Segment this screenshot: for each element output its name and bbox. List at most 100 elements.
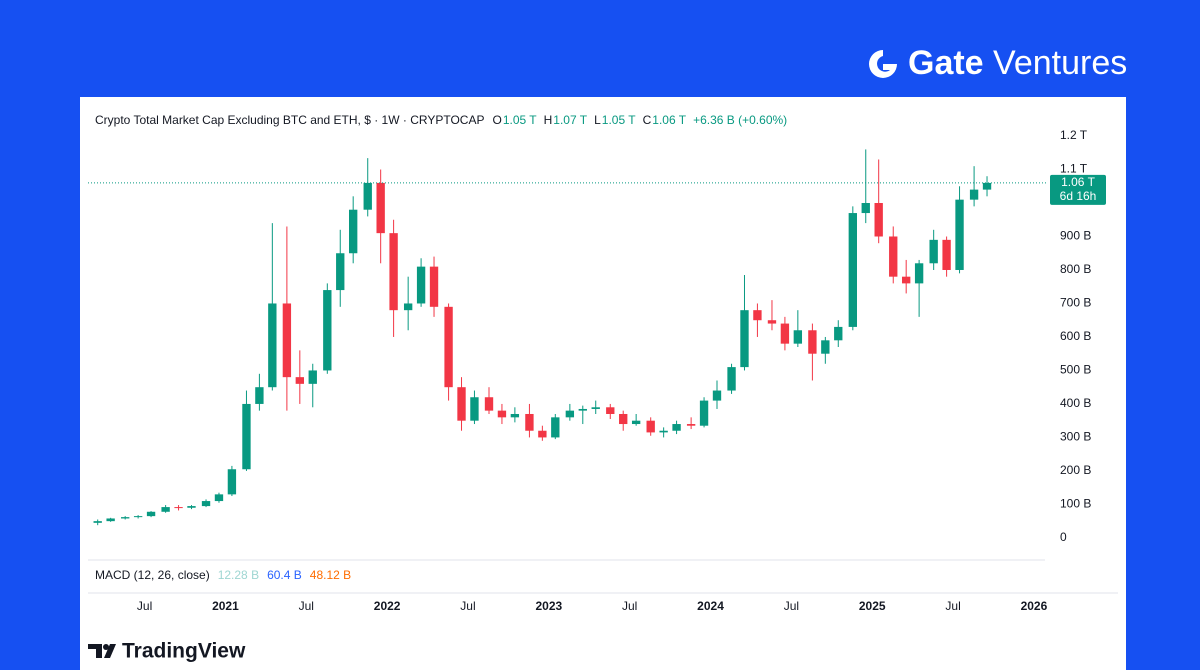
candle-body [187,506,196,508]
ohlc-value: 1.05 T [503,113,537,127]
candle-body [538,430,547,438]
candle-body [982,182,992,190]
indicator-value: 48.12 B [310,568,351,582]
y-tick-label: 0 [1060,530,1067,544]
candle-body [227,469,237,495]
candle-body [255,387,264,404]
brand-suffix: Ventures [993,44,1128,82]
candle-body [336,253,345,291]
candle-body [861,203,870,214]
chart-panel [80,97,1126,670]
candle-body [308,370,317,384]
candle-body [591,407,600,409]
price-tag [1050,174,1106,205]
x-tick-label: 2025 [859,599,886,613]
x-tick-label: 2022 [374,599,401,613]
candle-body [349,209,358,254]
ohlc-value: 1.06 T [652,113,686,127]
ohlc-label: H [544,113,553,127]
candle-body [214,494,224,502]
ohlc-value: 1.07 T [553,113,587,127]
candle-body [821,340,830,354]
candle-body [525,413,534,431]
tradingview-logo: TradingView [88,640,246,663]
footer-logo: TradingView [122,640,246,663]
candle-body [740,310,749,368]
x-tick-label: 2024 [697,599,724,613]
candle-body [848,213,857,327]
candle-body [578,408,587,411]
candle-body [146,511,156,517]
candle-body [619,413,628,425]
brand-icon [869,49,897,78]
candle-body [942,239,951,270]
candle-body [606,407,615,414]
candle-body [403,303,413,311]
candle-body [295,377,304,384]
candle-body [727,367,736,391]
candle-body [929,239,938,264]
y-tick-label: 1.2 T [1060,128,1088,142]
candle-body [268,303,277,388]
candle-body [121,517,130,519]
brand-name: Gate [908,44,984,82]
x-tick-label: Jul [460,599,475,613]
candle-body [955,199,964,270]
x-tick-label: 2021 [212,599,239,613]
candle-body [484,397,494,411]
candle-body [416,266,426,304]
candle-body [969,189,979,200]
candle-body [389,233,398,311]
candle-body [672,424,681,431]
y-tick-label: 200 B [1060,463,1091,477]
candle-body [429,266,439,307]
price-tag-countdown: 6d 16h [1060,189,1097,203]
candle-body [174,507,183,509]
candle-body [510,413,520,418]
candle-body [551,417,560,438]
y-tick-label: 500 B [1060,363,1091,377]
candle-body [201,501,211,507]
x-tick-label: 2026 [1021,599,1048,613]
ohlc-value: 1.05 T [602,113,636,127]
y-tick-label: 300 B [1060,430,1091,444]
ohlc-label: +6.36 B (+0.60%) [693,113,787,127]
price-tag-label: 1.06 T [1061,175,1095,189]
x-tick-label: Jul [784,599,799,613]
ohlc-label: O [492,113,501,127]
indicator-value: 12.28 B [218,568,259,582]
x-tick-label: Jul [137,599,152,613]
candle-body [444,306,453,388]
x-tick-label: Jul [622,599,637,613]
candle-body [93,521,102,523]
y-tick-label: 800 B [1060,262,1091,276]
y-tick-label: 700 B [1060,296,1091,310]
indicator-name: MACD (12, 26, close) [95,568,210,582]
chart-title: Crypto Total Market Cap Excluding BTC an… [95,113,484,127]
y-tick-label: 1.1 T [1060,162,1088,176]
candle-body [753,310,762,321]
ohlc-label: L [594,113,601,127]
candle-body [874,203,883,237]
x-tick-label: Jul [945,599,960,613]
candle-body [780,323,790,344]
candle-body [646,420,655,433]
candle-body [767,320,777,324]
candle-body [457,387,466,421]
candle-body [376,182,385,234]
candle-body [699,400,709,426]
candle-body [808,330,817,354]
indicator-value: 60.4 B [267,568,302,582]
candle-body [914,263,924,284]
candle-body [323,290,332,371]
candle-body [106,518,115,522]
y-tick-label: 100 B [1060,497,1091,511]
candle-body [470,397,479,421]
ohlc-label: C [643,113,652,127]
candle-body [712,390,722,401]
x-tick-label: 2023 [535,599,562,613]
y-tick-label: 400 B [1060,396,1091,410]
y-tick-label: 900 B [1060,229,1091,243]
